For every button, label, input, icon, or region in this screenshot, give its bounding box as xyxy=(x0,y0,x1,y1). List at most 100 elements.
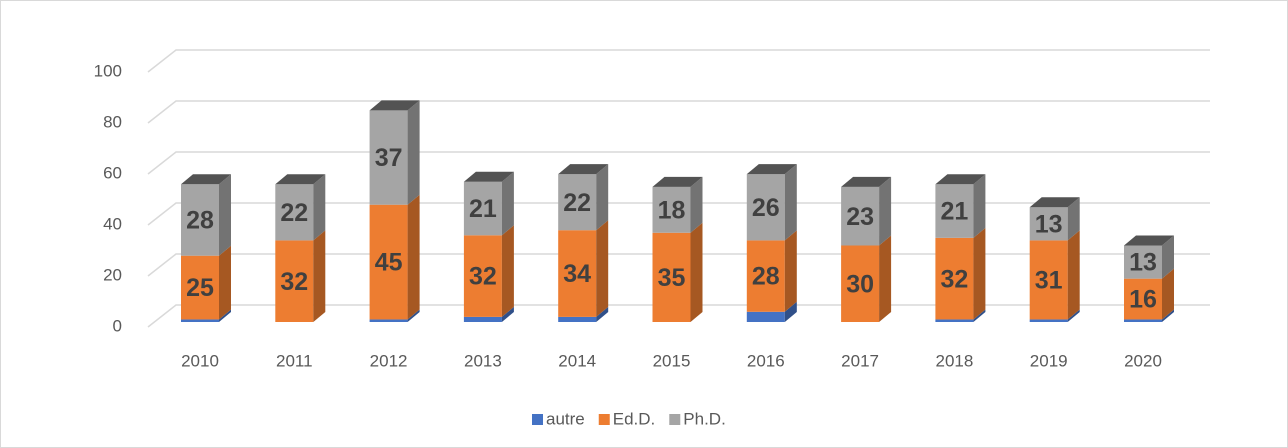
x-tick-label: 2013 xyxy=(464,351,502,370)
data-label: 21 xyxy=(469,195,497,223)
data-label: 32 xyxy=(940,265,968,293)
bar-segment xyxy=(1124,268,1174,320)
data-label: 31 xyxy=(1035,267,1063,295)
bar-side xyxy=(596,220,609,317)
data-label: 28 xyxy=(186,207,214,235)
bar-segment xyxy=(746,301,797,322)
bar-front xyxy=(841,245,880,322)
bar-side xyxy=(596,164,609,231)
bar-segment xyxy=(935,309,986,322)
data-label: 13 xyxy=(1035,210,1063,238)
bar-segment xyxy=(275,230,326,322)
bar-segment xyxy=(746,230,797,312)
bar-side xyxy=(973,174,986,238)
bar-segment xyxy=(463,225,514,317)
bar-side xyxy=(1162,268,1174,320)
bar-segment xyxy=(652,176,703,233)
legend-swatch xyxy=(669,414,681,425)
bar-segment xyxy=(369,309,420,322)
bar-side xyxy=(973,227,986,320)
bar-segment xyxy=(369,100,420,205)
bar-segment xyxy=(841,176,892,246)
bar-side xyxy=(407,194,420,320)
bar-top xyxy=(558,164,609,175)
bar-segment xyxy=(275,174,326,241)
bar-front xyxy=(935,237,974,320)
bar-side xyxy=(784,230,797,312)
bar-segment xyxy=(1124,309,1174,322)
bar-side xyxy=(407,309,420,322)
bar-segment xyxy=(841,235,892,322)
bar-segment xyxy=(181,174,231,256)
x-tick-label: 2018 xyxy=(935,351,973,370)
data-label: 35 xyxy=(658,264,686,292)
bar-front xyxy=(463,235,502,317)
bar-side xyxy=(879,176,892,246)
x-tick-label: 2016 xyxy=(747,351,785,370)
bar-top xyxy=(275,174,326,185)
x-tick-label: 2014 xyxy=(558,351,596,370)
data-label: 32 xyxy=(469,263,497,291)
bar-front xyxy=(558,316,597,322)
bar-front xyxy=(935,184,974,238)
bar-side xyxy=(784,301,797,322)
bar-side xyxy=(690,176,703,233)
bar-front xyxy=(746,240,785,312)
bar-front xyxy=(181,319,219,322)
bar-side xyxy=(690,222,703,322)
data-label: 37 xyxy=(375,144,403,172)
bar-front xyxy=(463,316,502,322)
data-label: 22 xyxy=(563,189,591,217)
data-label: 32 xyxy=(280,268,308,296)
bar-segment xyxy=(935,227,986,320)
bar-front xyxy=(369,110,408,205)
data-label: 25 xyxy=(186,274,214,302)
data-label: 18 xyxy=(658,196,686,224)
x-tick-label: 2019 xyxy=(1030,351,1068,370)
grid-line xyxy=(147,100,1210,124)
bar-front xyxy=(369,319,408,322)
bar-segment xyxy=(1124,235,1174,279)
bar-segment xyxy=(1029,309,1080,322)
data-label: 26 xyxy=(752,194,780,222)
bar-front xyxy=(746,311,785,322)
bar-segment xyxy=(181,245,231,320)
bar-side xyxy=(1067,230,1080,320)
legend-label: Ed.D. xyxy=(613,409,656,428)
bar-front xyxy=(1124,278,1162,320)
data-label: 23 xyxy=(846,203,874,231)
bar-side xyxy=(313,230,326,322)
bar-front xyxy=(275,184,314,241)
bar-front xyxy=(1124,319,1162,322)
bar-side xyxy=(313,174,326,241)
data-label: 16 xyxy=(1129,286,1157,314)
bar-side xyxy=(1162,309,1174,322)
legend-swatch xyxy=(532,414,543,425)
y-tick-label: 20 xyxy=(103,265,122,284)
data-label: 21 xyxy=(940,198,968,226)
bar-top xyxy=(1029,197,1080,208)
bar-segment xyxy=(1029,230,1080,320)
bar-segment xyxy=(558,220,609,317)
y-tick-label: 80 xyxy=(103,112,122,131)
data-label: 13 xyxy=(1129,249,1157,277)
legend-label: autre xyxy=(546,409,585,428)
x-tick-label: 2011 xyxy=(276,351,313,370)
x-tick-label: 2017 xyxy=(841,351,879,370)
bar-top xyxy=(181,174,231,185)
y-tick-label: 100 xyxy=(94,61,122,80)
bar-side xyxy=(1067,309,1080,322)
bar-front xyxy=(841,186,880,246)
y-tick-label: 0 xyxy=(113,316,122,335)
bar-top xyxy=(841,176,892,187)
x-tick-label: 2010 xyxy=(181,351,219,370)
bar-side xyxy=(219,245,231,320)
bar-side xyxy=(1067,197,1080,241)
bar-front xyxy=(1029,207,1068,241)
bar-top xyxy=(1124,235,1174,246)
bar-front xyxy=(652,186,691,233)
bar-front xyxy=(652,232,691,322)
bar-segment xyxy=(1029,197,1080,241)
bar-front xyxy=(746,174,785,241)
bar-side xyxy=(1162,235,1174,279)
